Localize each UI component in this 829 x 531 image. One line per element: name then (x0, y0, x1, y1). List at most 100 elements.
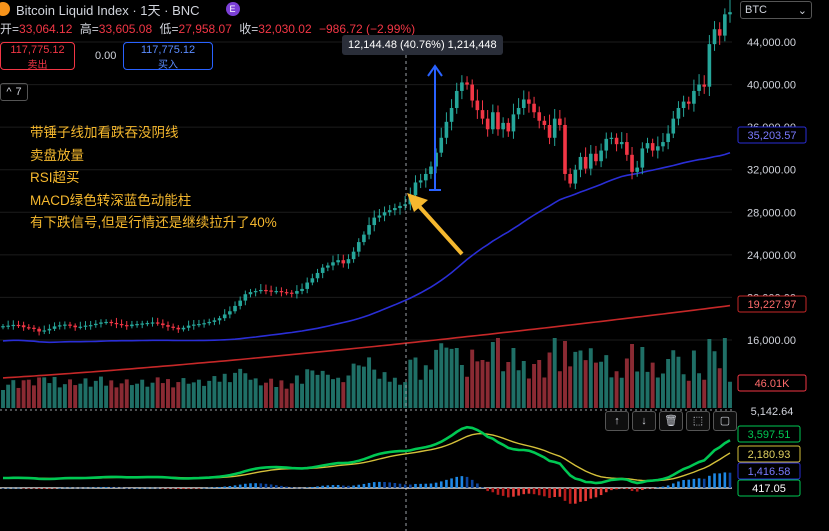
indicators-toggle[interactable]: ^ 7 (0, 83, 28, 101)
candle-body (712, 29, 717, 45)
candle-body (439, 137, 444, 153)
volume-bar (253, 378, 258, 408)
candle-body (258, 289, 263, 292)
macd-histogram-bar (419, 483, 422, 488)
volume-bar (650, 362, 655, 408)
macd-histogram-bar (470, 479, 474, 488)
macd-histogram-bar (135, 487, 139, 489)
volume-bar (140, 379, 145, 408)
candle-body (491, 112, 495, 130)
candle-body (604, 138, 609, 151)
candle-body (171, 326, 175, 328)
volume-bar (686, 380, 691, 408)
candle-body (73, 325, 77, 328)
volume-bar (506, 362, 511, 408)
macd-histogram-bar (424, 483, 428, 488)
candle-body (717, 29, 722, 36)
volume-bar (109, 380, 114, 408)
volume-bar (258, 385, 263, 408)
macd-histogram-bar (316, 486, 319, 488)
maximize-icon[interactable]: ▢ (713, 411, 737, 431)
macd-histogram-bar (171, 488, 175, 489)
move-up-icon[interactable]: ↑ (605, 411, 629, 431)
macd-histogram-bar (202, 487, 206, 489)
macd-histogram-bar (393, 482, 397, 488)
candle-body (449, 107, 454, 122)
more-icon[interactable]: ⬚ (686, 411, 710, 431)
candle-body (454, 90, 459, 108)
delete-icon[interactable]: 🗑 (659, 411, 683, 431)
volume-bar (722, 338, 727, 408)
macd-histogram-bar (233, 485, 237, 488)
candle-body (161, 323, 165, 326)
volume-bar (728, 381, 732, 408)
macd-histogram-bar (352, 485, 355, 488)
macd-label-box (737, 425, 801, 443)
currency-select[interactable]: BTC ⌄ (740, 1, 812, 19)
candle-body (155, 322, 160, 324)
macd-histogram-bar (63, 487, 67, 489)
volume-bar (563, 341, 567, 408)
candle-body (686, 101, 691, 104)
volume-bar (62, 384, 67, 408)
candle-body (645, 143, 650, 149)
macd-histogram-bar (321, 485, 324, 488)
volume-bar (356, 365, 361, 408)
macd-histogram-bar (589, 488, 593, 499)
macd-histogram-bar (574, 488, 577, 504)
sell-button[interactable]: 117,775.12 卖出 (0, 42, 75, 71)
volume-bar (568, 366, 573, 408)
macd-histogram-bar (109, 487, 113, 488)
macd-histogram-bar (311, 486, 314, 488)
macd-histogram-bar (151, 487, 154, 489)
candle-body (465, 82, 469, 85)
volume-bar (661, 373, 665, 408)
volume-bar (119, 383, 124, 408)
macd-histogram-bar (331, 485, 335, 488)
macd-histogram-bar (512, 488, 515, 497)
candle-body (681, 101, 686, 108)
macd-histogram-bar (677, 481, 680, 488)
candle-body (176, 327, 181, 330)
volume-bar (181, 378, 186, 408)
candle-body (284, 292, 289, 294)
macd-histogram-bar (53, 488, 56, 489)
volume-bar (238, 368, 243, 408)
buy-button[interactable]: 117,775.12 买入 (123, 42, 213, 71)
candle-body (630, 154, 634, 172)
candle-body (475, 100, 480, 111)
candle-body (393, 208, 397, 211)
volume-bar (351, 363, 356, 408)
candle-body (186, 325, 191, 328)
candle-body (367, 225, 371, 235)
macd-histogram-bar (156, 487, 159, 489)
volume-bar (542, 377, 547, 408)
macd-histogram-bar (12, 487, 15, 489)
volume-bar (449, 348, 454, 408)
volume-bar (681, 374, 686, 408)
candle-body (310, 278, 315, 283)
macd-label-box (737, 445, 801, 463)
candle-body (434, 152, 438, 167)
move-down-icon[interactable]: ↓ (632, 411, 656, 431)
candle-body (356, 242, 361, 252)
candle-body (470, 84, 475, 101)
macd-histogram-bar (58, 487, 62, 489)
macd-histogram-bar (197, 488, 201, 489)
volume-bar (707, 339, 712, 408)
volume-bar (227, 382, 232, 408)
macd-histogram-bar (32, 488, 36, 489)
volume-bar (702, 379, 707, 408)
candle-body (264, 289, 268, 292)
macd-histogram-bar (651, 488, 654, 489)
volume-bar (691, 350, 696, 408)
macd-histogram-bar (460, 476, 464, 488)
macd-histogram-bar (94, 487, 98, 488)
ohlc-readout: 开=33,064.12 高=33,605.08 低=27,958.07 收=32… (0, 22, 416, 36)
earnings-icon[interactable]: E (225, 2, 240, 16)
candle-body (527, 99, 531, 104)
candle-body (181, 327, 186, 330)
volume-bar (6, 384, 11, 408)
candle-body (233, 305, 237, 312)
